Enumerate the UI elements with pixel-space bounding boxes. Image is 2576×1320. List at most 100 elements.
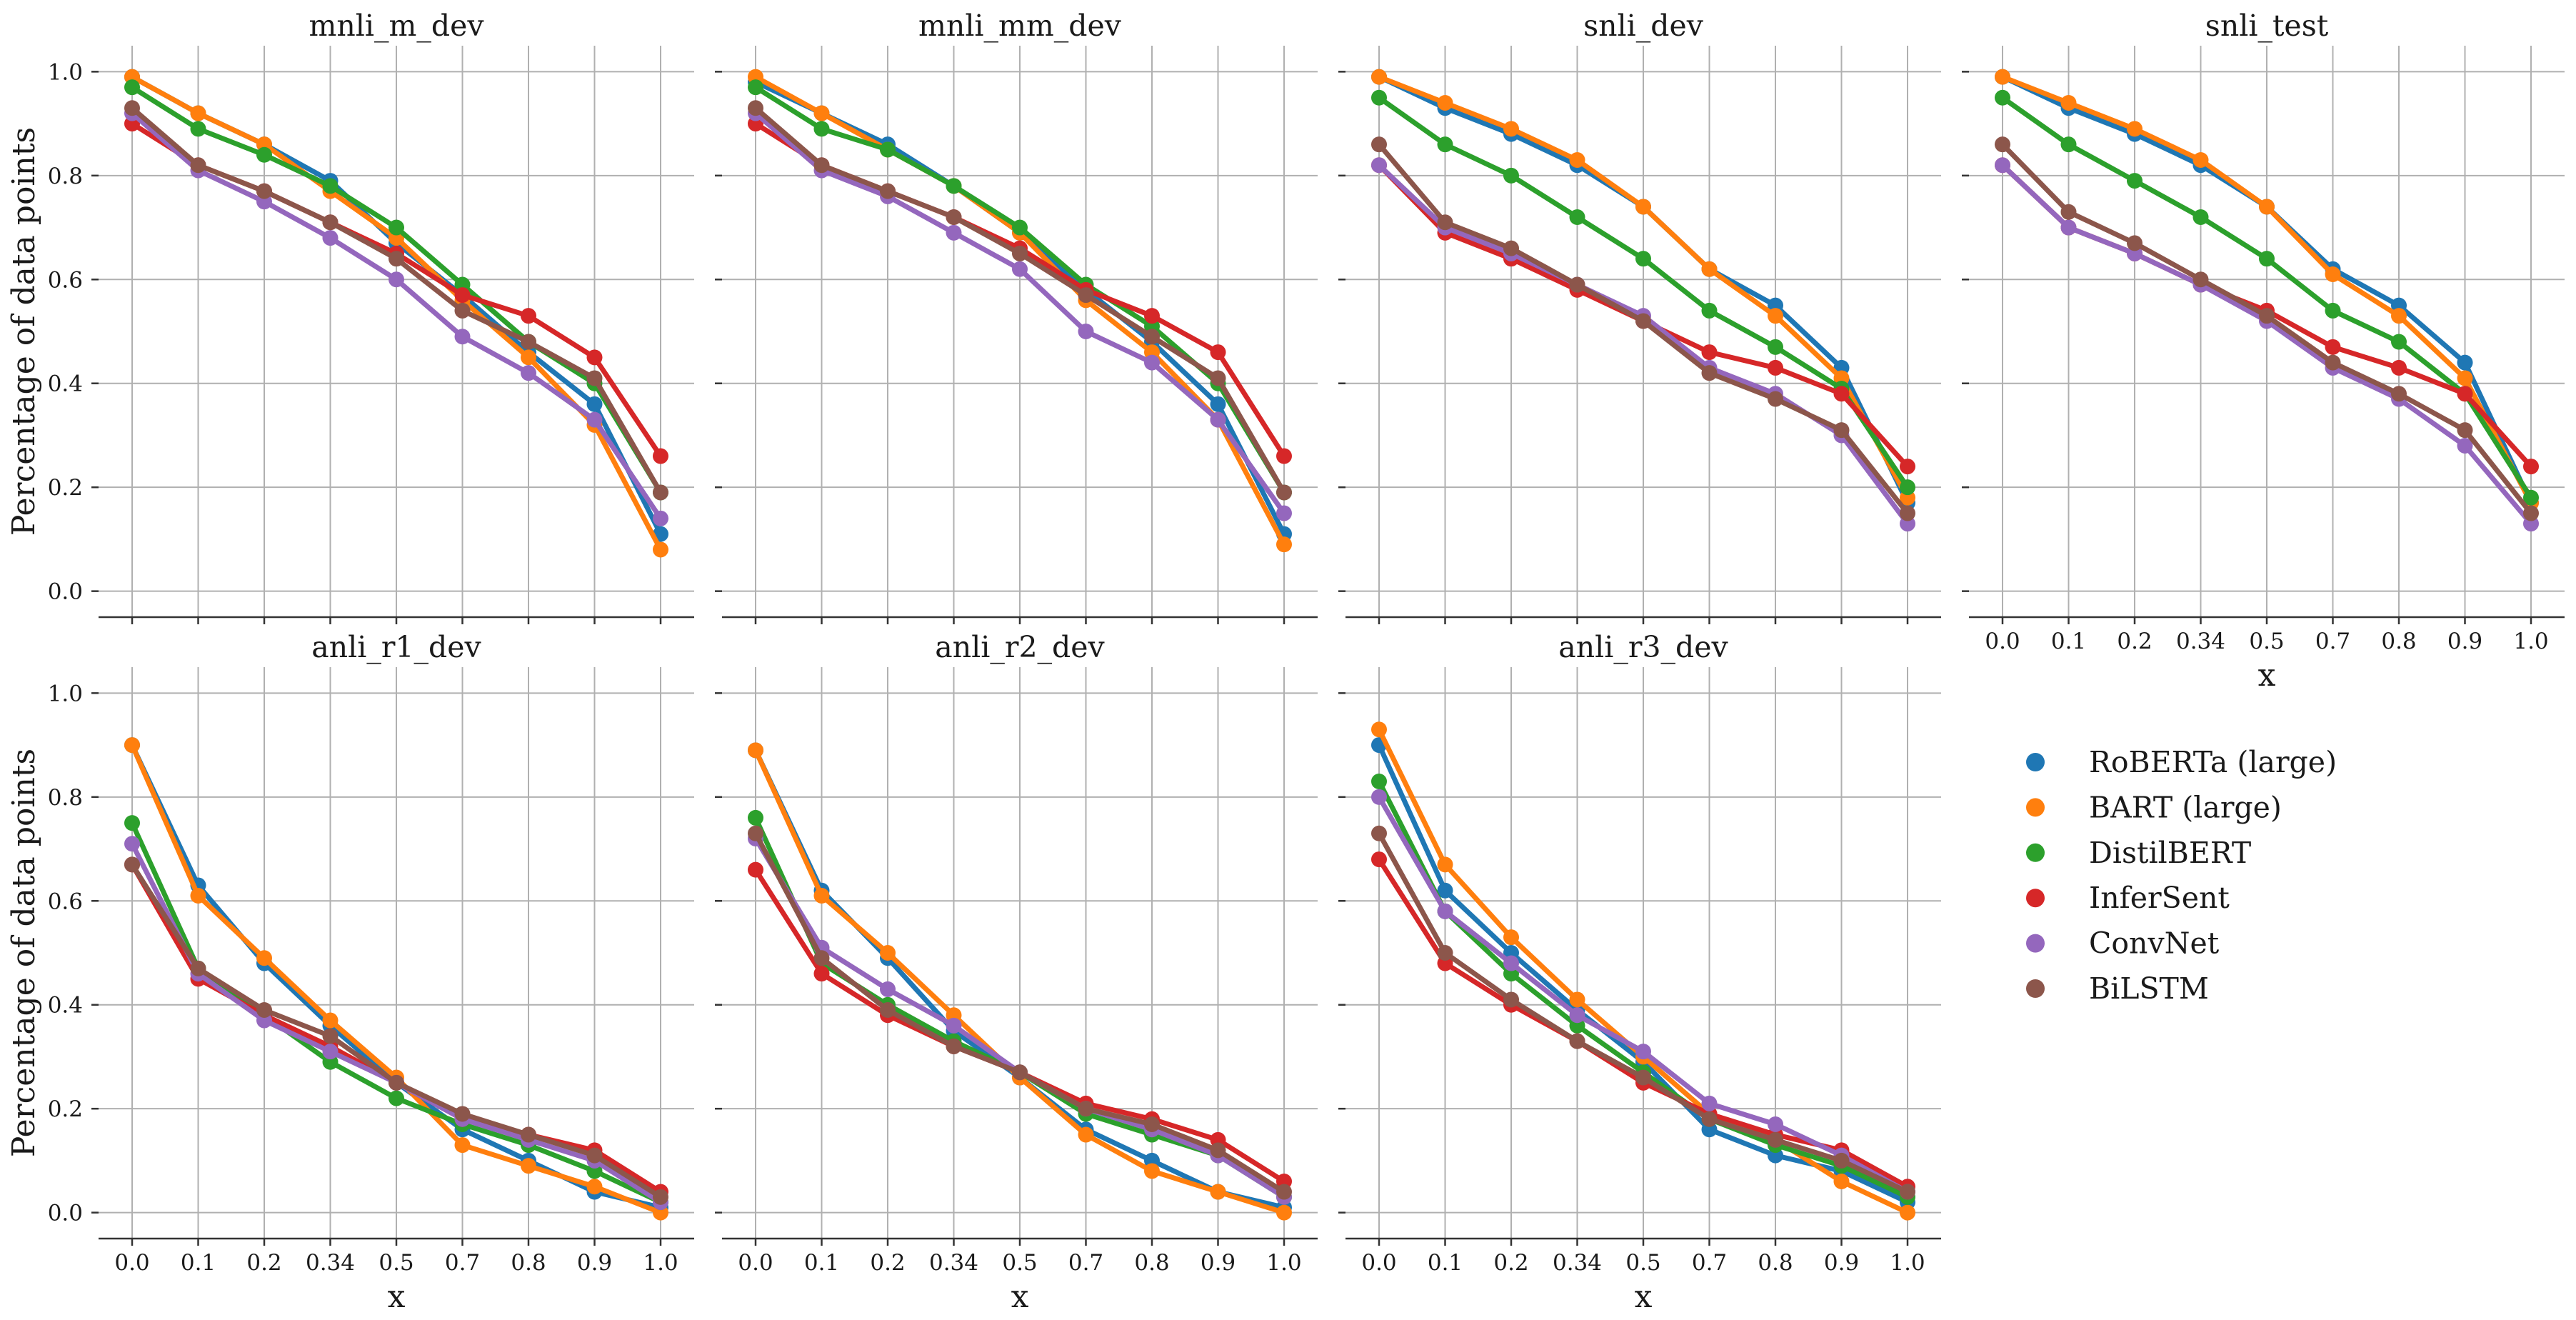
y-axis-label: Percentage of data points xyxy=(6,749,42,1157)
data-point xyxy=(1768,308,1783,324)
data-point xyxy=(1437,945,1453,961)
data-point xyxy=(1701,302,1718,319)
data-point xyxy=(256,183,272,199)
data-point xyxy=(124,100,140,116)
data-point xyxy=(748,809,763,826)
legend-label: BiLSTM xyxy=(2089,971,2209,1006)
x-axis-label: x xyxy=(2258,657,2276,694)
y-tick-label: 1.0 xyxy=(48,681,83,706)
legend-item: BART (large) xyxy=(2026,790,2282,824)
data-point xyxy=(1210,1142,1226,1159)
data-point xyxy=(2391,359,2407,376)
legend-label: ConvNet xyxy=(2089,926,2220,961)
data-point xyxy=(946,1017,962,1034)
data-point xyxy=(748,100,763,116)
y-tick-label: 0.4 xyxy=(48,371,83,397)
data-point xyxy=(748,742,763,759)
series-BiLSTM xyxy=(748,825,1292,1200)
grid xyxy=(1345,46,1941,617)
data-point xyxy=(2127,235,2143,251)
x-axis-label: x xyxy=(1635,1279,1653,1315)
data-point xyxy=(2391,334,2407,350)
data-point xyxy=(2192,271,2209,288)
data-point xyxy=(1503,991,1519,1008)
x-axis-label: x xyxy=(388,1279,406,1315)
x-tick-label: 1.0 xyxy=(2513,629,2548,654)
data-point xyxy=(1569,276,1585,293)
panel-title: mnli_mm_dev xyxy=(918,9,1122,43)
data-point xyxy=(1210,411,1226,428)
panel-title: snli_test xyxy=(2205,9,2329,43)
x-tick-label: 0.8 xyxy=(511,1250,546,1276)
data-point xyxy=(2325,354,2341,371)
data-point xyxy=(1276,484,1292,501)
data-point xyxy=(1995,157,2010,174)
panel-mnli_m_dev: 0.0 0.2 0.4 0.6 0.8 1.0 mnli_m_dev xyxy=(48,9,694,624)
grid xyxy=(722,46,1318,617)
y-tick-label: 0.0 xyxy=(48,579,83,605)
legend-label: DistilBERT xyxy=(2089,836,2251,870)
data-point xyxy=(2127,121,2143,137)
data-point xyxy=(1701,1111,1718,1127)
y-axis-label: Percentage of data points xyxy=(6,127,42,536)
data-point xyxy=(2127,173,2143,189)
x-tick-label: 0.0 xyxy=(738,1250,773,1276)
y-tick-label: 1.0 xyxy=(48,59,83,85)
data-point xyxy=(1371,774,1387,789)
series-BiLSTM xyxy=(124,856,668,1205)
data-point xyxy=(1701,344,1718,361)
chart-panels: 0.0 0.2 0.4 0.6 0.8 1.0 mnli_m_dev mnli_mm_dev s… xyxy=(48,9,2565,1315)
data-point xyxy=(1078,324,1094,339)
data-point xyxy=(389,251,404,267)
data-point xyxy=(1437,136,1453,153)
x-axis-label: x xyxy=(1011,1279,1029,1315)
data-point xyxy=(1995,136,2010,153)
series-BiLSTM xyxy=(1371,825,1915,1200)
data-point xyxy=(2192,152,2209,168)
data-point xyxy=(2060,95,2077,111)
x-tick-label: 0.7 xyxy=(2315,629,2350,654)
x-tick-label: 1.0 xyxy=(643,1250,678,1276)
data-point xyxy=(2523,505,2539,521)
x-tick-label: 0.2 xyxy=(246,1250,281,1276)
data-point xyxy=(124,836,140,852)
data-point xyxy=(1833,1174,1850,1189)
data-point xyxy=(1900,1204,1915,1221)
data-point xyxy=(2259,308,2275,324)
data-point xyxy=(1833,422,1850,439)
x-tick-label: 0.0 xyxy=(1985,629,2020,654)
data-point xyxy=(190,121,206,137)
data-point xyxy=(2259,199,2275,215)
series-BiLSTM xyxy=(1371,136,1915,521)
data-point xyxy=(1701,261,1718,277)
data-point xyxy=(1768,1131,1783,1148)
data-point xyxy=(2457,386,2473,402)
x-tick-label: 0.9 xyxy=(2447,629,2482,654)
data-point xyxy=(1276,448,1292,464)
legend-label: BART (large) xyxy=(2089,790,2282,824)
data-point xyxy=(256,950,272,966)
data-point xyxy=(322,214,339,231)
data-point xyxy=(2457,422,2473,439)
data-point xyxy=(2457,370,2473,386)
y-tick-label: 0.6 xyxy=(48,889,83,914)
data-point xyxy=(190,157,206,174)
data-point xyxy=(190,105,206,121)
data-point xyxy=(1768,391,1783,407)
data-point xyxy=(2325,302,2341,319)
data-point xyxy=(190,888,206,904)
data-point xyxy=(1437,214,1453,231)
data-point xyxy=(813,950,830,966)
data-point xyxy=(521,1158,536,1174)
data-point xyxy=(1371,89,1387,106)
data-point xyxy=(1078,1101,1094,1117)
data-point xyxy=(1900,1184,1915,1200)
data-point xyxy=(1276,536,1292,553)
data-point xyxy=(1503,955,1519,971)
data-point xyxy=(1437,882,1453,899)
y-tick-label: 0.4 xyxy=(48,993,83,1019)
x-tick-label: 0.34 xyxy=(1553,1250,1602,1276)
data-point xyxy=(880,183,896,199)
data-point xyxy=(389,1090,404,1106)
